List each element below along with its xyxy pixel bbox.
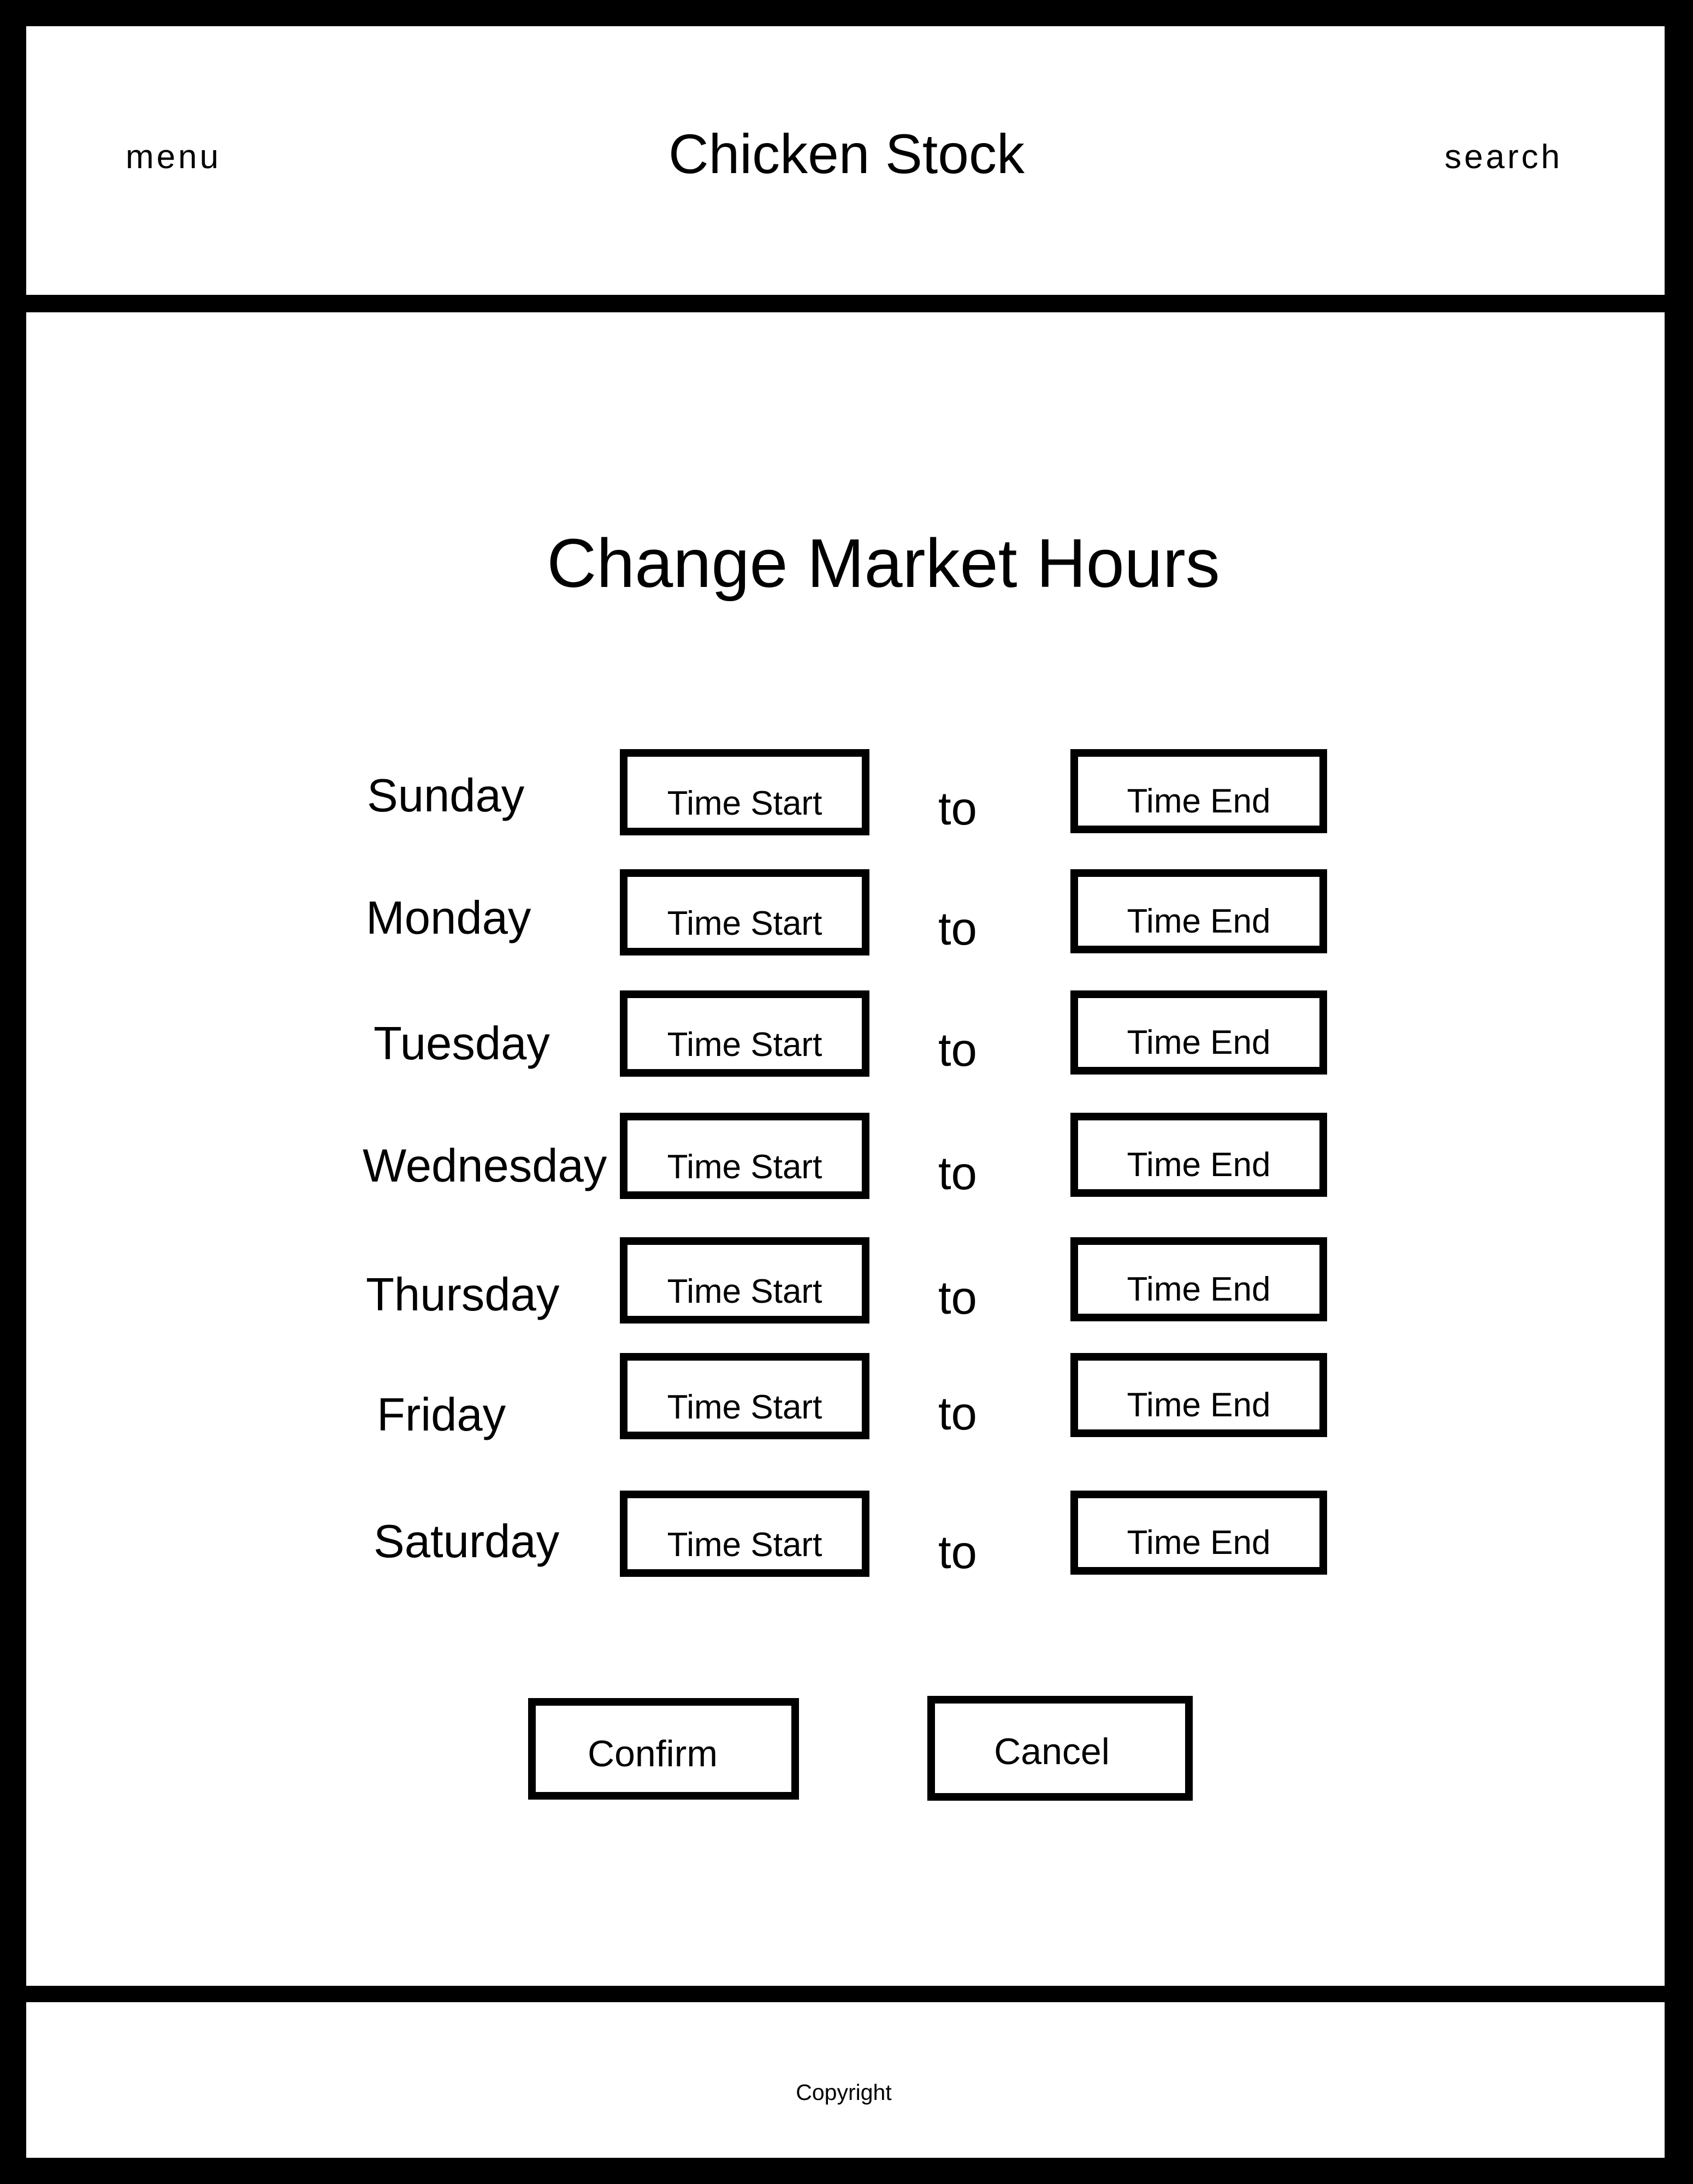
monday-time-end-input[interactable]: Time End — [1070, 869, 1327, 953]
time-start-placeholder: Time Start — [667, 905, 822, 942]
saturday-time-end-input[interactable]: Time End — [1070, 1491, 1327, 1575]
day-label-thursday: Thursday — [366, 1269, 560, 1321]
to-separator: to — [938, 1388, 977, 1440]
friday-time-start-input[interactable]: Time Start — [620, 1353, 869, 1439]
to-separator: to — [938, 783, 977, 835]
cancel-button-label: Cancel — [994, 1731, 1110, 1772]
header-divider — [0, 295, 1693, 312]
sunday-time-end-input[interactable]: Time End — [1070, 749, 1327, 833]
day-label-wednesday: Wednesday — [363, 1140, 607, 1192]
day-label-friday: Friday — [377, 1389, 506, 1441]
time-end-placeholder: Time End — [1127, 1024, 1271, 1061]
tuesday-time-end-input[interactable]: Time End — [1070, 990, 1327, 1075]
to-separator: to — [938, 1148, 977, 1200]
to-separator: to — [938, 1024, 977, 1076]
app-title: Chicken Stock — [668, 123, 1025, 185]
confirm-button[interactable]: Confirm — [528, 1698, 799, 1800]
tuesday-time-start-input[interactable]: Time Start — [620, 990, 869, 1077]
monday-time-start-input[interactable]: Time Start — [620, 869, 869, 956]
day-label-monday: Monday — [366, 892, 531, 944]
page-title: Change Market Hours — [547, 525, 1220, 602]
wednesday-time-start-input[interactable]: Time Start — [620, 1113, 869, 1199]
time-end-placeholder: Time End — [1127, 903, 1271, 940]
time-end-placeholder: Time End — [1127, 1524, 1271, 1562]
confirm-button-label: Confirm — [587, 1733, 718, 1775]
copyright-text: Copyright — [796, 2080, 892, 2105]
time-end-placeholder: Time End — [1127, 782, 1271, 820]
thursday-time-end-input[interactable]: Time End — [1070, 1237, 1327, 1321]
sunday-time-start-input[interactable]: Time Start — [620, 749, 869, 835]
time-start-placeholder: Time Start — [667, 1026, 822, 1064]
to-separator: to — [938, 903, 977, 955]
time-start-placeholder: Time Start — [667, 1273, 822, 1310]
time-start-placeholder: Time Start — [667, 1148, 822, 1186]
time-end-placeholder: Time End — [1127, 1146, 1271, 1184]
wednesday-time-end-input[interactable]: Time End — [1070, 1113, 1327, 1197]
friday-time-end-input[interactable]: Time End — [1070, 1353, 1327, 1437]
cancel-button[interactable]: Cancel — [927, 1696, 1193, 1801]
saturday-time-start-input[interactable]: Time Start — [620, 1491, 869, 1577]
menu-button[interactable]: menu — [126, 138, 222, 176]
day-label-sunday: Sunday — [367, 770, 525, 822]
footer-divider — [0, 1986, 1693, 2002]
time-start-placeholder: Time Start — [667, 1526, 822, 1564]
search-button[interactable]: search — [1445, 138, 1563, 176]
time-end-placeholder: Time End — [1127, 1271, 1271, 1308]
thursday-time-start-input[interactable]: Time Start — [620, 1237, 869, 1324]
time-end-placeholder: Time End — [1127, 1386, 1271, 1424]
time-start-placeholder: Time Start — [667, 1388, 822, 1426]
to-separator: to — [938, 1272, 977, 1324]
day-label-tuesday: Tuesday — [374, 1018, 550, 1070]
time-start-placeholder: Time Start — [667, 785, 822, 822]
to-separator: to — [938, 1527, 977, 1578]
day-label-saturday: Saturday — [374, 1516, 560, 1568]
